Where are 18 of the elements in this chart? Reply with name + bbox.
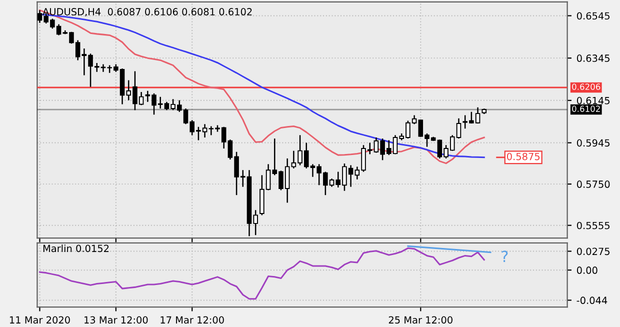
chart-title: Marlin 0.0152 <box>43 244 109 252</box>
y-tick-label: 0.5555 <box>576 222 610 230</box>
x-tick-label: 11 Mar 2020 <box>10 316 70 324</box>
ref-line-label: 0.6102 <box>572 106 600 112</box>
x-tick-label: 17 Mar 12:00 <box>160 316 224 324</box>
y-tick-label: 0.0275 <box>576 248 610 256</box>
y-tick-label: 0.6145 <box>576 96 610 104</box>
y-tick-label: 0.00 <box>576 266 598 274</box>
x-tick-label: 13 Mar 12:00 <box>84 316 148 324</box>
y-tick-label: 0.6545 <box>576 12 610 20</box>
annotation: 0.5875 <box>506 152 540 160</box>
y-tick-label: -0.044 <box>576 296 608 304</box>
annotation: ? <box>502 250 508 262</box>
y-tick-label: 0.5945 <box>576 139 610 147</box>
ref-line-label: 0.6206 <box>572 84 600 90</box>
y-tick-label: 0.6345 <box>576 54 610 62</box>
x-tick-label: 25 Mar 12:00 <box>388 316 452 324</box>
y-tick-label: 0.5750 <box>576 180 610 188</box>
